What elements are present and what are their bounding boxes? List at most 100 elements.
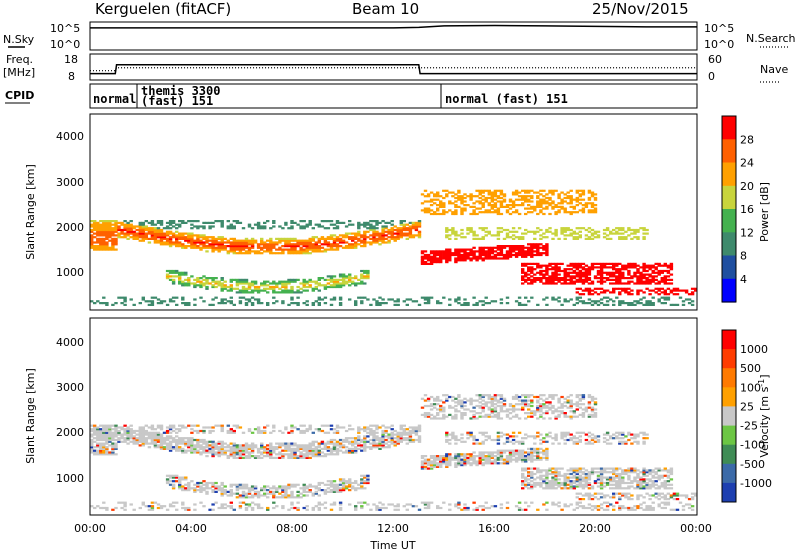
power-cell: [175, 297, 178, 299]
power-cell: [211, 298, 214, 300]
power-cell: [661, 297, 664, 299]
power-cell: [585, 268, 588, 270]
velocity-cell: [205, 441, 208, 443]
power-cell: [90, 300, 93, 302]
power-cell: [211, 304, 214, 306]
velocity-cell: [512, 396, 515, 398]
power-cell: [236, 288, 239, 290]
power-cell: [576, 272, 579, 274]
velocity-cell: [454, 398, 457, 400]
velocity-cell: [500, 503, 503, 505]
power-cell: [190, 220, 193, 222]
velocity-cell: [457, 453, 460, 455]
velocity-cell: [318, 494, 321, 496]
power-cell: [564, 208, 567, 210]
velocity-cell: [506, 408, 509, 410]
power-cell: [166, 270, 169, 272]
power-cell: [551, 190, 554, 192]
power-cell: [409, 225, 412, 227]
power-cell: [463, 236, 466, 238]
power-cell: [251, 281, 254, 283]
power-cell: [172, 241, 175, 243]
power-cell: [290, 279, 293, 281]
power-cell: [318, 302, 321, 304]
velocity-cell: [330, 428, 333, 430]
velocity-cell: [221, 487, 224, 489]
power-cell: [627, 270, 630, 272]
velocity-cell: [248, 451, 251, 453]
power-cell: [448, 304, 451, 306]
velocity-cell: [491, 439, 494, 441]
velocity-cell: [454, 405, 457, 407]
power-cell: [202, 275, 205, 277]
power-cell: [688, 302, 691, 304]
power-cell: [661, 277, 664, 279]
power-cell: [193, 298, 196, 300]
velocity-cell: [515, 435, 518, 437]
velocity-cell: [163, 505, 166, 507]
velocity-cell: [503, 450, 506, 452]
power-cell: [348, 233, 351, 235]
velocity-cell: [424, 412, 427, 414]
velocity-cell: [233, 509, 236, 511]
power-cell: [645, 288, 648, 290]
power-cell: [90, 234, 93, 236]
velocity-cell: [433, 403, 436, 405]
power-cell: [239, 240, 242, 242]
velocity-cell: [193, 503, 196, 505]
power-cell: [642, 304, 645, 306]
velocity-cell: [299, 425, 302, 427]
velocity-cell: [126, 426, 129, 428]
power-cell: [515, 231, 518, 233]
power-ytick-1000: 1000: [56, 266, 84, 279]
power-cell: [591, 238, 594, 240]
power-cell: [327, 241, 330, 243]
power-cell: [218, 236, 221, 238]
velocity-cell: [321, 448, 324, 450]
power-cell: [579, 234, 582, 236]
power-cell: [348, 274, 351, 276]
power-cell: [503, 238, 506, 240]
power-cell: [233, 304, 236, 306]
power-cell: [533, 274, 536, 276]
power-cell: [369, 241, 372, 243]
velocity-cell: [196, 450, 199, 452]
power-cell: [457, 234, 460, 236]
power-cell: [518, 227, 521, 229]
power-cell: [372, 225, 375, 227]
power-cell: [345, 241, 348, 243]
power-cell: [439, 200, 442, 202]
power-cell: [594, 236, 597, 238]
power-cell: [463, 302, 466, 304]
velocity-cell: [506, 434, 509, 436]
power-cell: [290, 297, 293, 299]
velocity-cell: [454, 414, 457, 416]
velocity-cell: [348, 478, 351, 480]
velocity-cell: [339, 443, 342, 445]
velocity-cell: [321, 451, 324, 453]
power-cell: [309, 252, 312, 254]
velocity-cell: [527, 403, 530, 405]
velocity-cell: [327, 484, 330, 486]
velocity-cell: [524, 412, 527, 414]
power-cell: [500, 197, 503, 199]
power-cell: [345, 233, 348, 235]
power-cell: [248, 298, 251, 300]
power-cell: [233, 288, 236, 290]
velocity-cell: [211, 426, 214, 428]
power-cell: [312, 302, 315, 304]
velocity-cell: [257, 448, 260, 450]
power-cell: [303, 240, 306, 242]
power-cell: [597, 266, 600, 268]
velocity-cell: [472, 451, 475, 453]
velocity-cell: [363, 475, 366, 477]
power-cell: [354, 241, 357, 243]
power-cell: [679, 297, 682, 299]
power-cell: [582, 290, 585, 292]
power-cell: [303, 290, 306, 292]
velocity-cell: [518, 450, 521, 452]
power-cell: [351, 224, 354, 226]
power-cell: [354, 282, 357, 284]
velocity-cell: [324, 489, 327, 491]
power-cell: [272, 302, 275, 304]
